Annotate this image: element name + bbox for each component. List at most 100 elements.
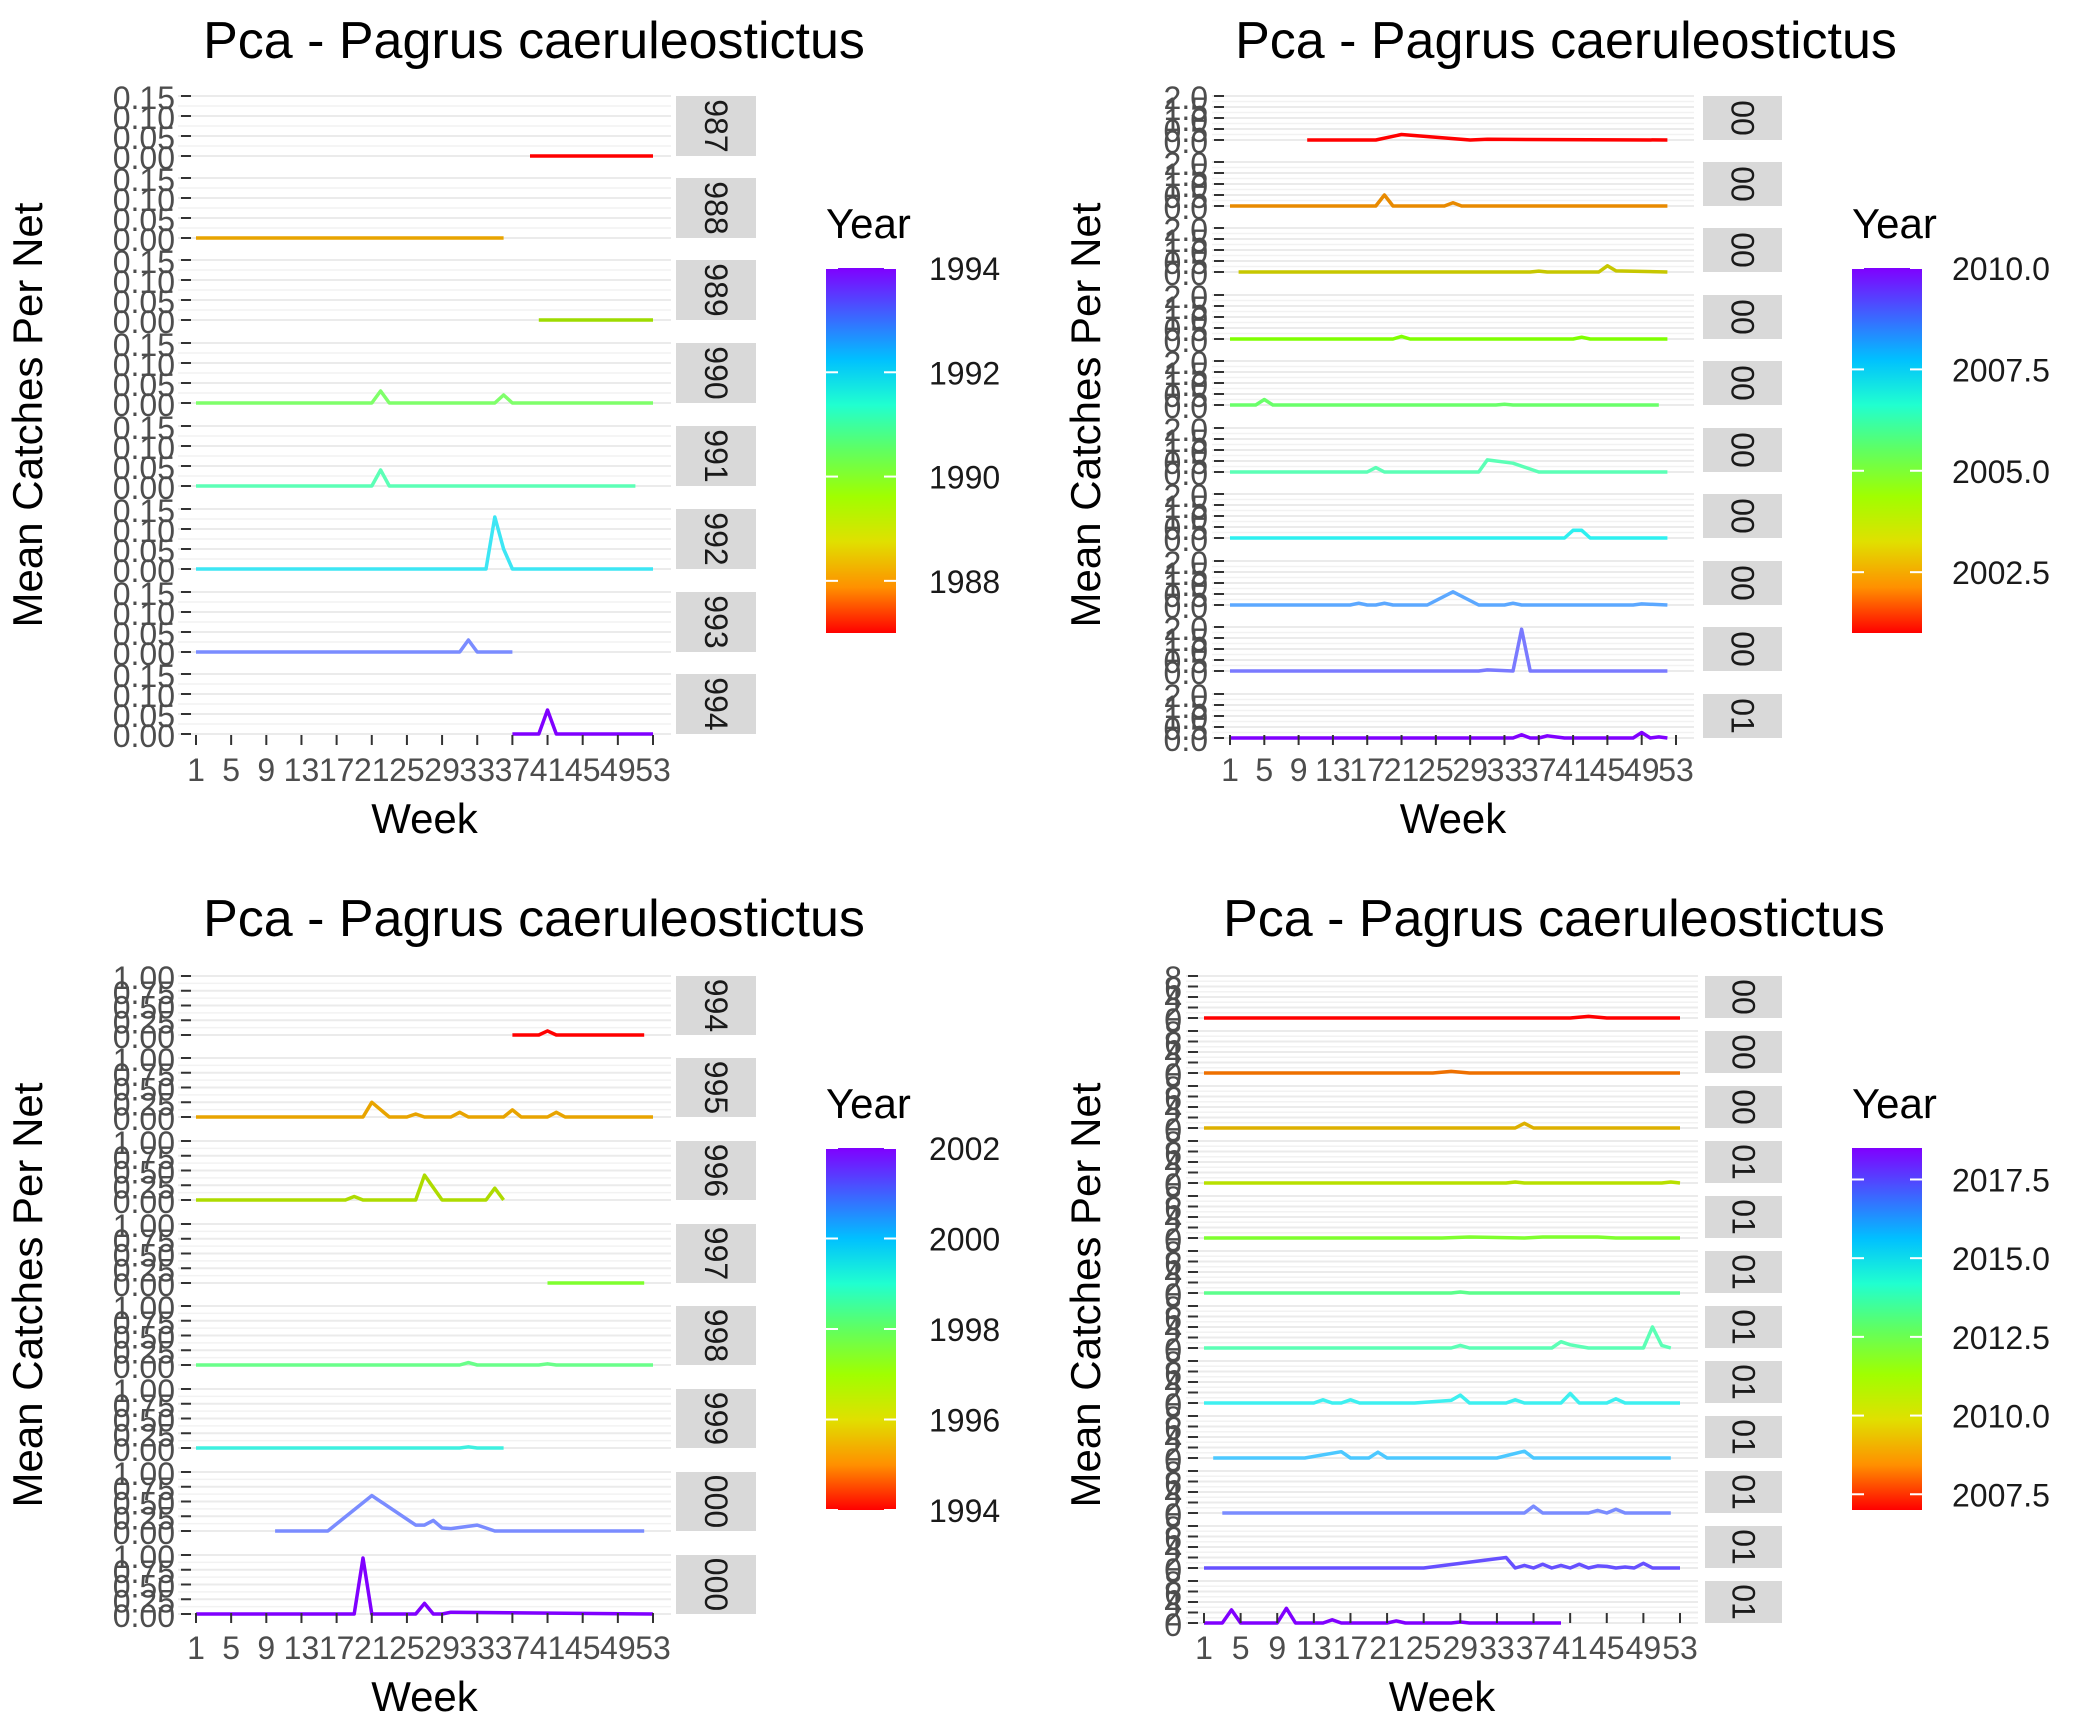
facet-strip-label: 999 [698, 1392, 734, 1445]
facet-strip [676, 260, 756, 320]
series-line-1994 [512, 708, 653, 736]
facet-panel-1997: 0.000.250.500.751.00 997 [113, 1208, 756, 1303]
facet-panel-1989: 0.000.050.100.15 989 [113, 244, 756, 340]
legend-tick-label: 2012.5 [1952, 1320, 2050, 1356]
y-tick-label: 0.00 [113, 387, 175, 423]
y-tick-label: 0 [1164, 1002, 1182, 1038]
y-tick-label: 4 [1164, 1036, 1182, 1072]
series-line-2015 [1213, 1449, 1671, 1460]
facet-panel-1996: 0.000.250.500.751.00 996 [113, 1125, 756, 1220]
facet-strip-label: 00 [1725, 631, 1761, 667]
y-tick-label: 0.10 [113, 100, 175, 136]
y-tick-label: 0.00 [113, 140, 175, 176]
y-tick-label: 0.00 [113, 1598, 175, 1634]
y-tick-label: 0.15 [113, 162, 175, 198]
colorbar-legend: Year 1994 1996 1998 2000 2002 [826, 1080, 1000, 1529]
y-tick-label: 4 [1164, 1256, 1182, 1292]
y-tick-label: 0 [1164, 1332, 1182, 1368]
legend-tick-label: 1992 [929, 355, 1000, 391]
x-tick-label: 5 [222, 752, 240, 788]
facet-strip [1703, 627, 1782, 671]
y-tick-label: 0.0 [1164, 256, 1208, 292]
facet-panel-1991: 0.000.050.100.15 991 [113, 410, 756, 506]
y-tick-label: 0.0 [1164, 456, 1208, 492]
y-tick-label: 0.00 [113, 1349, 175, 1385]
facet-strip [1703, 96, 1782, 140]
y-tick-label: 2.0 [1164, 412, 1208, 448]
y-tick-label: 0.5 [1164, 644, 1208, 680]
x-axis-label: Week [371, 795, 479, 842]
y-tick-label: 0 [1164, 1167, 1182, 1203]
y-tick-label: 0.0 [1164, 522, 1208, 558]
facet-panel-1994: 0.000.250.500.751.00 994 [113, 960, 756, 1055]
facet-strip [1705, 1581, 1782, 1623]
y-tick-label: 0.00 [113, 1515, 175, 1551]
y-tick-label: 0.15 [113, 658, 175, 694]
series-line-2017 [1204, 1555, 1680, 1570]
y-tick-label: 8 [1164, 1565, 1182, 1601]
y-tick-label: 8 [1164, 1455, 1182, 1491]
y-tick-label: 2.0 [1164, 279, 1208, 315]
x-tick-label: 49 [1626, 1630, 1662, 1666]
x-tick-label: 29 [424, 1630, 460, 1666]
series-line-1991 [196, 468, 636, 488]
series-line-2002 [1230, 193, 1668, 208]
chart-2: Pca - Pagrus caeruleostictus Mean Catches… [1062, 12, 2050, 842]
y-tick-label: 0.50 [113, 1155, 175, 1191]
series-line-2007 [1230, 528, 1668, 540]
series-line-1995 [196, 1100, 653, 1119]
y-tick-label: 0.15 [113, 244, 175, 280]
facet-panel-2009: 0.00.51.01.52.0 00 [1164, 611, 1782, 691]
facet-strip-label: 994 [698, 979, 734, 1032]
series-line-2003 [1238, 264, 1668, 274]
facet-strip-label: 992 [698, 512, 734, 565]
facet-strip-label: 00 [1726, 1034, 1762, 1070]
y-tick-label: 6 [1164, 1521, 1182, 1557]
facet-panel-2002: 0.00.51.01.52.0 00 [1164, 146, 1782, 226]
y-tick-label: 2 [1164, 992, 1182, 1028]
y-tick-label: 8 [1164, 1070, 1182, 1106]
y-tick-label: 0 [1164, 1277, 1182, 1313]
x-tick-label: 41 [530, 752, 566, 788]
y-tick-label: 1.0 [1164, 301, 1208, 337]
y-tick-label: 2 [1164, 1047, 1182, 1083]
facet-strip [676, 426, 756, 486]
facet-strip-label: 00 [1725, 565, 1761, 601]
y-tick-label: 6 [1164, 1466, 1182, 1502]
x-tick-label: 5 [1232, 1630, 1250, 1666]
x-tick-label: 1 [1195, 1630, 1213, 1666]
facet-strip [1705, 1141, 1782, 1183]
x-tick-label: 37 [495, 752, 531, 788]
y-tick-label: 0 [1164, 1442, 1182, 1478]
facet-panel-1999: 0.000.250.500.751.00 999 [113, 1373, 756, 1468]
facet-strip-label: 991 [698, 429, 734, 482]
series-line-1990 [196, 389, 653, 405]
y-tick-label: 0.50 [113, 1403, 175, 1439]
x-tick-label: 17 [1333, 1630, 1369, 1666]
x-axis-label: Week [1400, 795, 1508, 842]
y-tick-label: 0 [1164, 1387, 1182, 1423]
y-tick-label: 1.00 [113, 1042, 175, 1078]
y-tick-label: 8 [1164, 1235, 1182, 1271]
y-tick-label: 0.00 [113, 1019, 175, 1055]
y-tick-label: 0.00 [113, 1184, 175, 1220]
y-tick-label: 0 [1164, 1552, 1182, 1588]
chart-1: Pca - Pagrus caeruleostictus Mean Catches… [4, 12, 1000, 842]
x-tick-label: 53 [635, 752, 671, 788]
y-tick-label: 0.15 [113, 410, 175, 446]
x-tick-label: 17 [319, 1630, 355, 1666]
y-tick-label: 1.0 [1164, 567, 1208, 603]
facet-strip [676, 509, 756, 569]
y-tick-label: 1.0 [1164, 700, 1208, 736]
facet-panel-2005: 0.00.51.01.52.0 00 [1164, 345, 1782, 425]
y-tick-label: 0.15 [113, 493, 175, 529]
y-tick-label: 1.0 [1164, 102, 1208, 138]
facet-strip [676, 1306, 756, 1365]
x-tick-label: 9 [257, 1630, 275, 1666]
y-tick-label: 2.0 [1164, 212, 1208, 248]
colorbar [826, 268, 896, 633]
facet-strip [676, 976, 756, 1035]
x-tick-label: 21 [1384, 752, 1420, 788]
x-tick-label: 13 [1315, 752, 1351, 788]
